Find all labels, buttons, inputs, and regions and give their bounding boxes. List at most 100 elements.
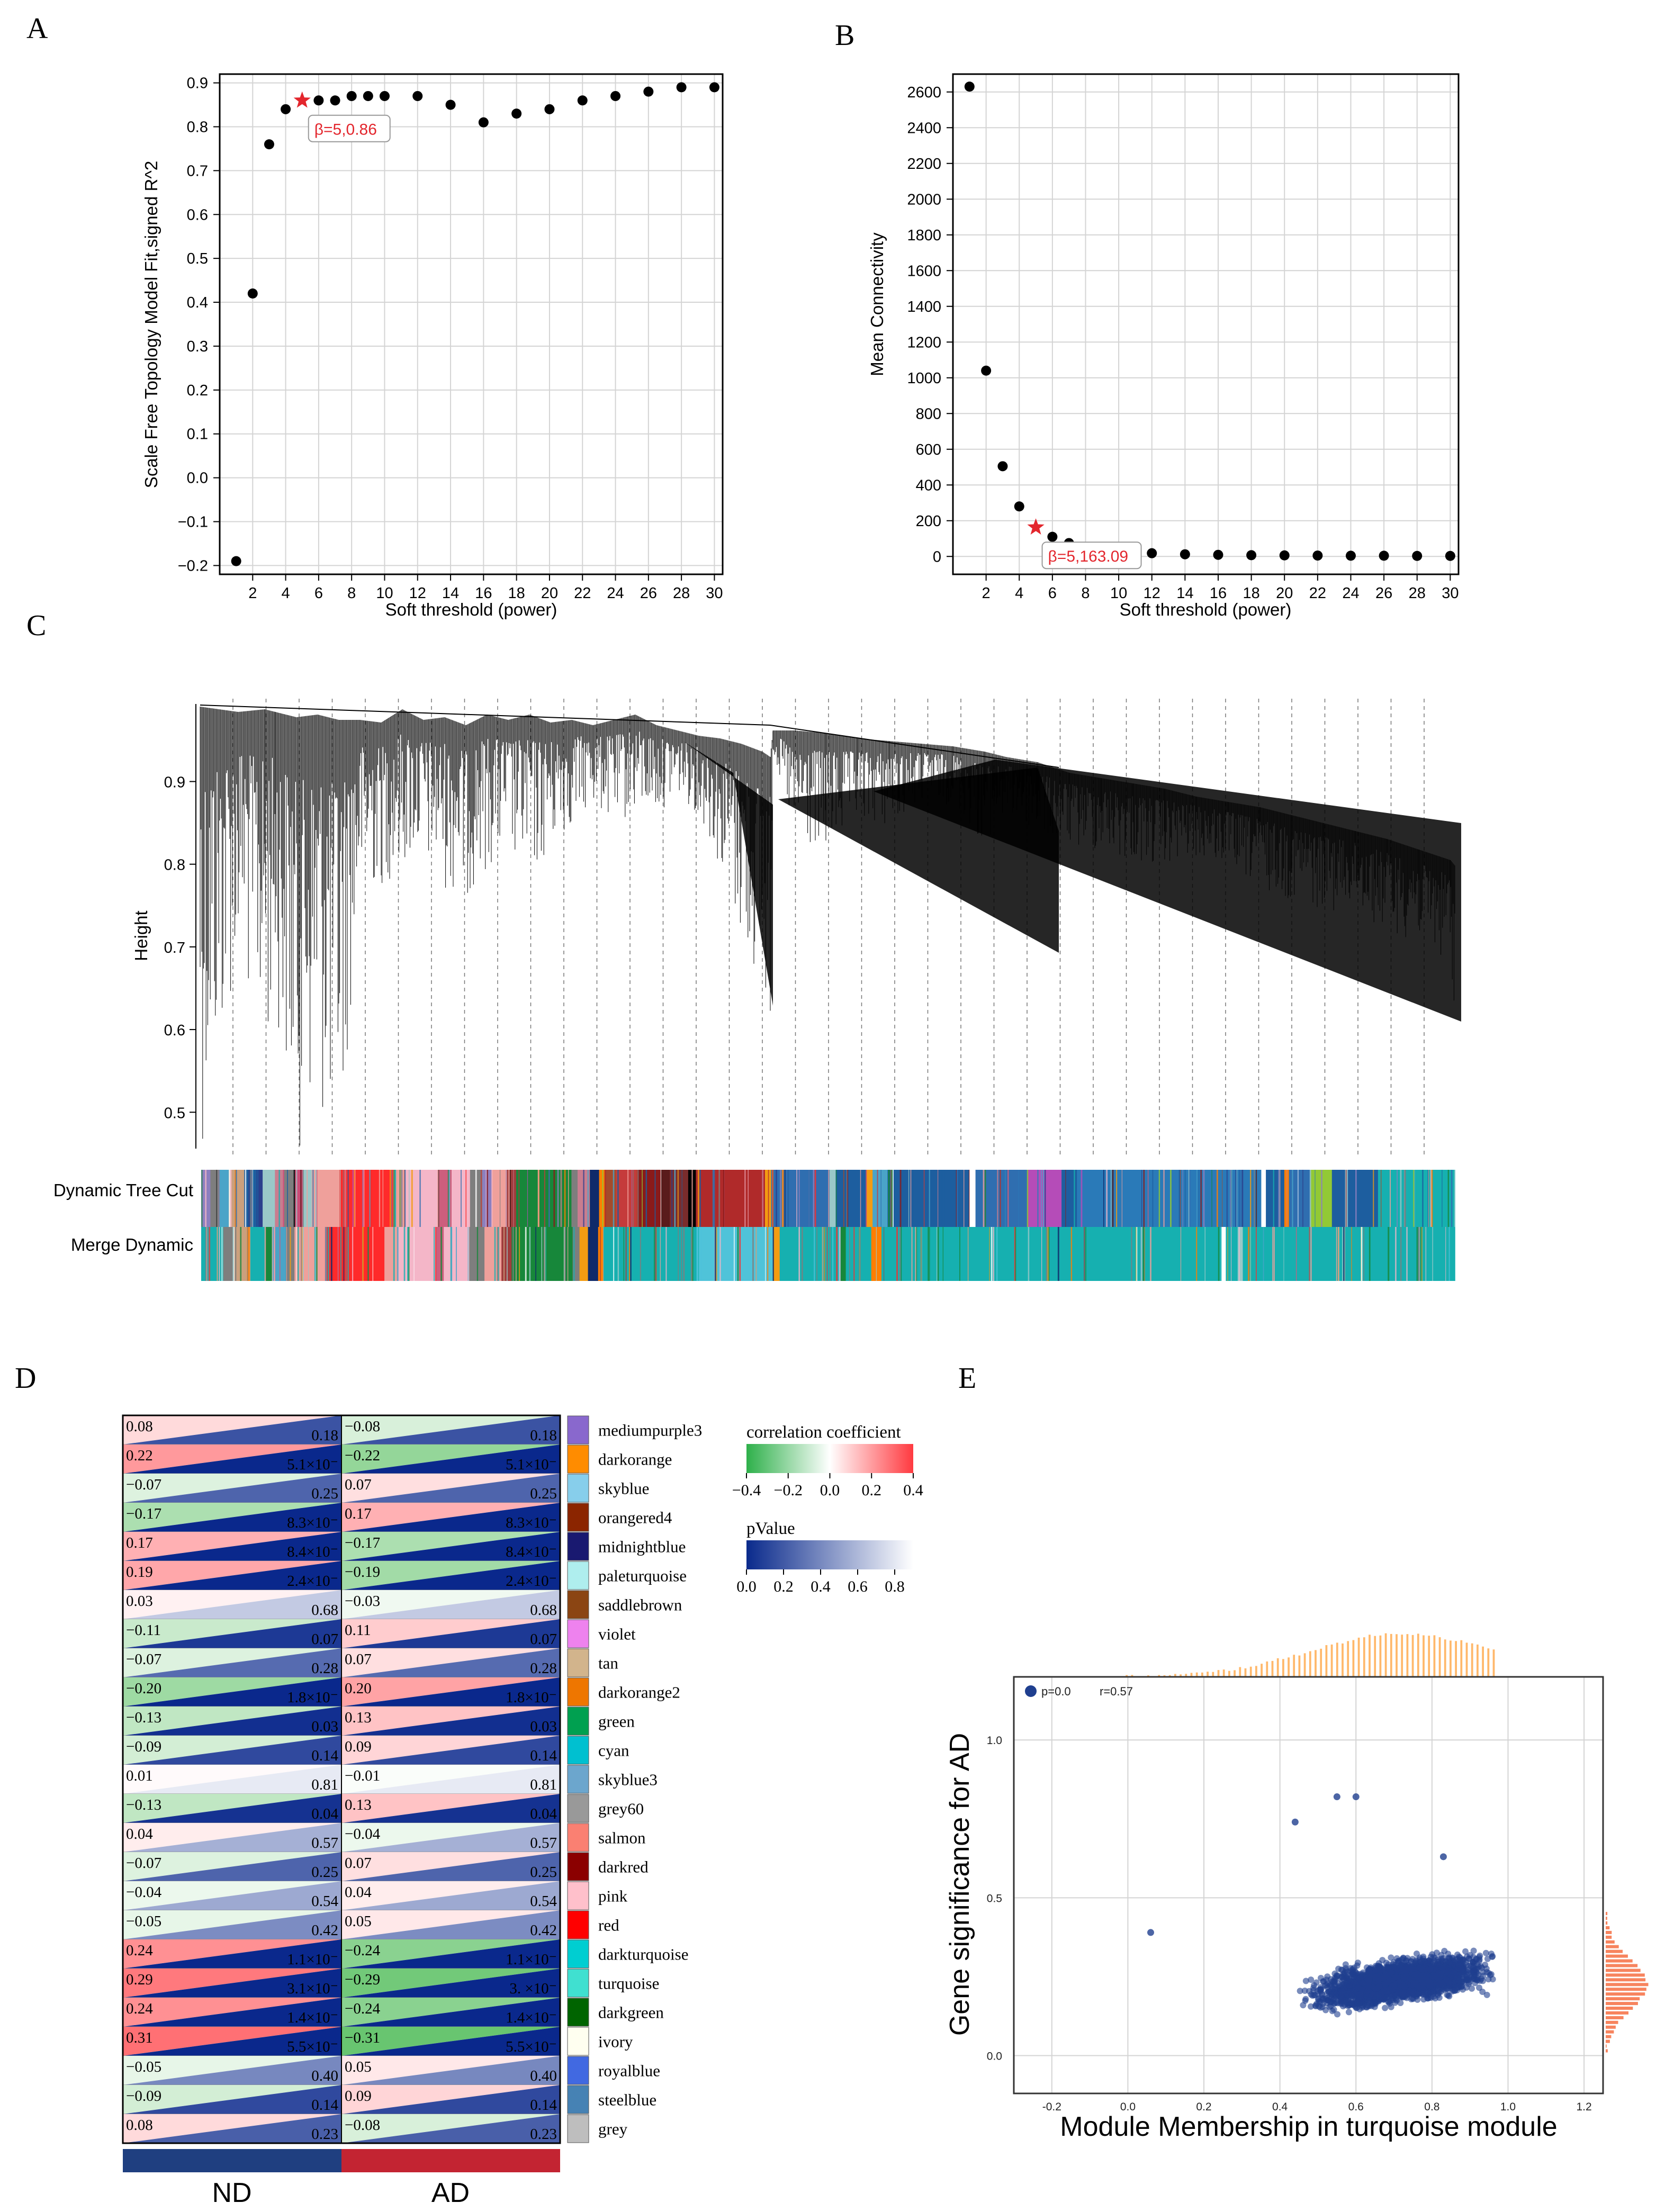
- data-point: [1334, 2011, 1340, 2018]
- pvalue-value: 2.4×10⁻: [287, 1573, 338, 1590]
- module-color-stripe: [1363, 1227, 1364, 1281]
- module-color-stripe: [362, 1227, 364, 1281]
- histogram-bar: [1433, 1635, 1436, 1677]
- pvalue-value: 5.5×10⁻: [287, 2038, 338, 2055]
- data-point: [478, 117, 489, 128]
- module-swatch: [567, 1969, 589, 1998]
- module-color-stripe: [1309, 1227, 1310, 1281]
- module-color-stripe: [1196, 1170, 1198, 1227]
- module-color-stripe: [611, 1227, 613, 1281]
- y-tick-label: 400: [916, 477, 941, 494]
- nd-annotation-bar: [123, 2149, 341, 2172]
- module-color-stripe: [678, 1227, 679, 1281]
- histogram-bar: [1347, 1641, 1349, 1677]
- module-color-stripe: [527, 1170, 528, 1227]
- x-tick-label: 14: [1176, 585, 1193, 602]
- y-tick-label: 0.9: [187, 75, 208, 92]
- module-swatch: [567, 1998, 589, 2027]
- pvalue-triangle: [123, 1415, 341, 1444]
- module-color-stripe: [890, 1170, 892, 1227]
- pvalue-triangle: [341, 1707, 560, 1736]
- data-point: [1432, 1995, 1438, 2002]
- module-color-stripe: [1030, 1227, 1031, 1281]
- module-color-stripe: [257, 1170, 259, 1227]
- x-tick-label: 8: [1081, 585, 1090, 602]
- module-color-stripe: [665, 1227, 667, 1281]
- y-tick-label: 0.9: [164, 774, 185, 791]
- histogram-bar: [1606, 1940, 1615, 1944]
- legend-tick-label: 0.4: [811, 1578, 831, 1595]
- module-color-stripe: [1431, 1170, 1433, 1227]
- module-color-segment: [219, 1170, 229, 1227]
- module-color-segment: [1220, 1227, 1226, 1281]
- module-color-stripe: [991, 1227, 993, 1281]
- module-color-stripe: [302, 1170, 304, 1227]
- module-color-stripe: [866, 1227, 867, 1281]
- module-color-stripe: [339, 1170, 341, 1227]
- module-color-stripe: [1345, 1170, 1347, 1227]
- module-color-stripe: [681, 1227, 682, 1281]
- data-point: [1246, 550, 1257, 561]
- data-point: [1318, 1975, 1324, 1981]
- module-color-stripe: [910, 1170, 912, 1227]
- correlation-value: 0.07: [345, 1476, 372, 1493]
- correlation-value: −0.04: [345, 1826, 381, 1843]
- x-tick-label: 2: [248, 585, 257, 602]
- pvalue-triangle: [341, 2085, 560, 2114]
- data-point: [1484, 1955, 1491, 1962]
- module-color-stripe: [984, 1170, 986, 1227]
- module-color-stripe: [1405, 1170, 1406, 1227]
- module-color-stripe: [315, 1170, 317, 1227]
- y-axis-label: Scale Free Topology Model Fit,signed R^2: [141, 161, 161, 488]
- pvalue-triangle: [123, 1444, 341, 1474]
- module-color-stripe: [776, 1170, 777, 1227]
- histogram-bar: [1606, 1912, 1608, 1916]
- histogram-bar: [1195, 1672, 1198, 1677]
- data-point: [577, 95, 588, 106]
- module-color-stripe: [316, 1170, 318, 1227]
- pvalue-value: 5.1×10⁻: [287, 1456, 338, 1473]
- x-tick-label: 8: [347, 585, 356, 602]
- module-color-stripe: [437, 1170, 438, 1227]
- module-color-stripe: [516, 1227, 517, 1281]
- module-color-stripe: [1295, 1227, 1297, 1281]
- panel-d: D 0.08 0.18 −0.08 0.18 0.22 5.1×10⁻ −0.22 5.1×1…: [15, 1362, 923, 2208]
- module-color-stripe: [1196, 1227, 1198, 1281]
- module-color-segment: [579, 1227, 589, 1281]
- module-color-stripe: [1204, 1227, 1205, 1281]
- data-points: [1147, 1793, 1496, 2018]
- pvalue-value: 1.8×10⁻: [506, 1689, 557, 1706]
- pvalue-triangle: [341, 1852, 560, 1881]
- module-color-segment: [1378, 1170, 1455, 1227]
- module-color-stripe: [1278, 1170, 1280, 1227]
- correlation-value: −0.22: [345, 1447, 380, 1464]
- x-tick-label: 24: [607, 585, 624, 602]
- correlation-value: −0.09: [126, 1738, 161, 1755]
- module-color-stripe: [899, 1227, 901, 1281]
- histogram-bar: [1261, 1664, 1263, 1677]
- histogram-bar: [1423, 1635, 1425, 1677]
- histogram-bar: [1234, 1670, 1236, 1677]
- panel-e: E -0.2 0.0 0.2 0.4 0.6 0.8 1.0 1.20.00.51.0 p=0…: [944, 1362, 1649, 2142]
- module-color-stripe: [937, 1227, 939, 1281]
- legend-title-correlation: correlation coefficient: [746, 1423, 901, 1442]
- axis-ticks: 2 4 6 8 10 12 14 16 18 20 22 24 26 28 30−0.2−0.10.00.1…: [178, 75, 723, 602]
- y-tick-label: 0.8: [187, 119, 208, 136]
- module-color-stripe: [640, 1227, 641, 1281]
- histogram-bar: [1330, 1644, 1333, 1677]
- histogram-bar: [1460, 1640, 1463, 1677]
- correlation-value: −0.08: [345, 1418, 380, 1435]
- module-color-stripe: [660, 1227, 661, 1281]
- module-color-stripe: [627, 1170, 629, 1227]
- histogram-bar: [1174, 1674, 1176, 1677]
- module-color-stripe: [1235, 1170, 1237, 1227]
- module-color-stripe: [1375, 1170, 1376, 1227]
- module-color-stripe: [782, 1170, 784, 1227]
- module-color-stripe: [814, 1170, 816, 1227]
- module-color-segment: [210, 1170, 220, 1227]
- module-color-stripe: [699, 1170, 701, 1227]
- histogram-bar: [1298, 1655, 1301, 1677]
- histogram-bar: [1249, 1666, 1252, 1677]
- pvalue-triangle: [341, 2114, 560, 2143]
- data-point: [676, 82, 687, 93]
